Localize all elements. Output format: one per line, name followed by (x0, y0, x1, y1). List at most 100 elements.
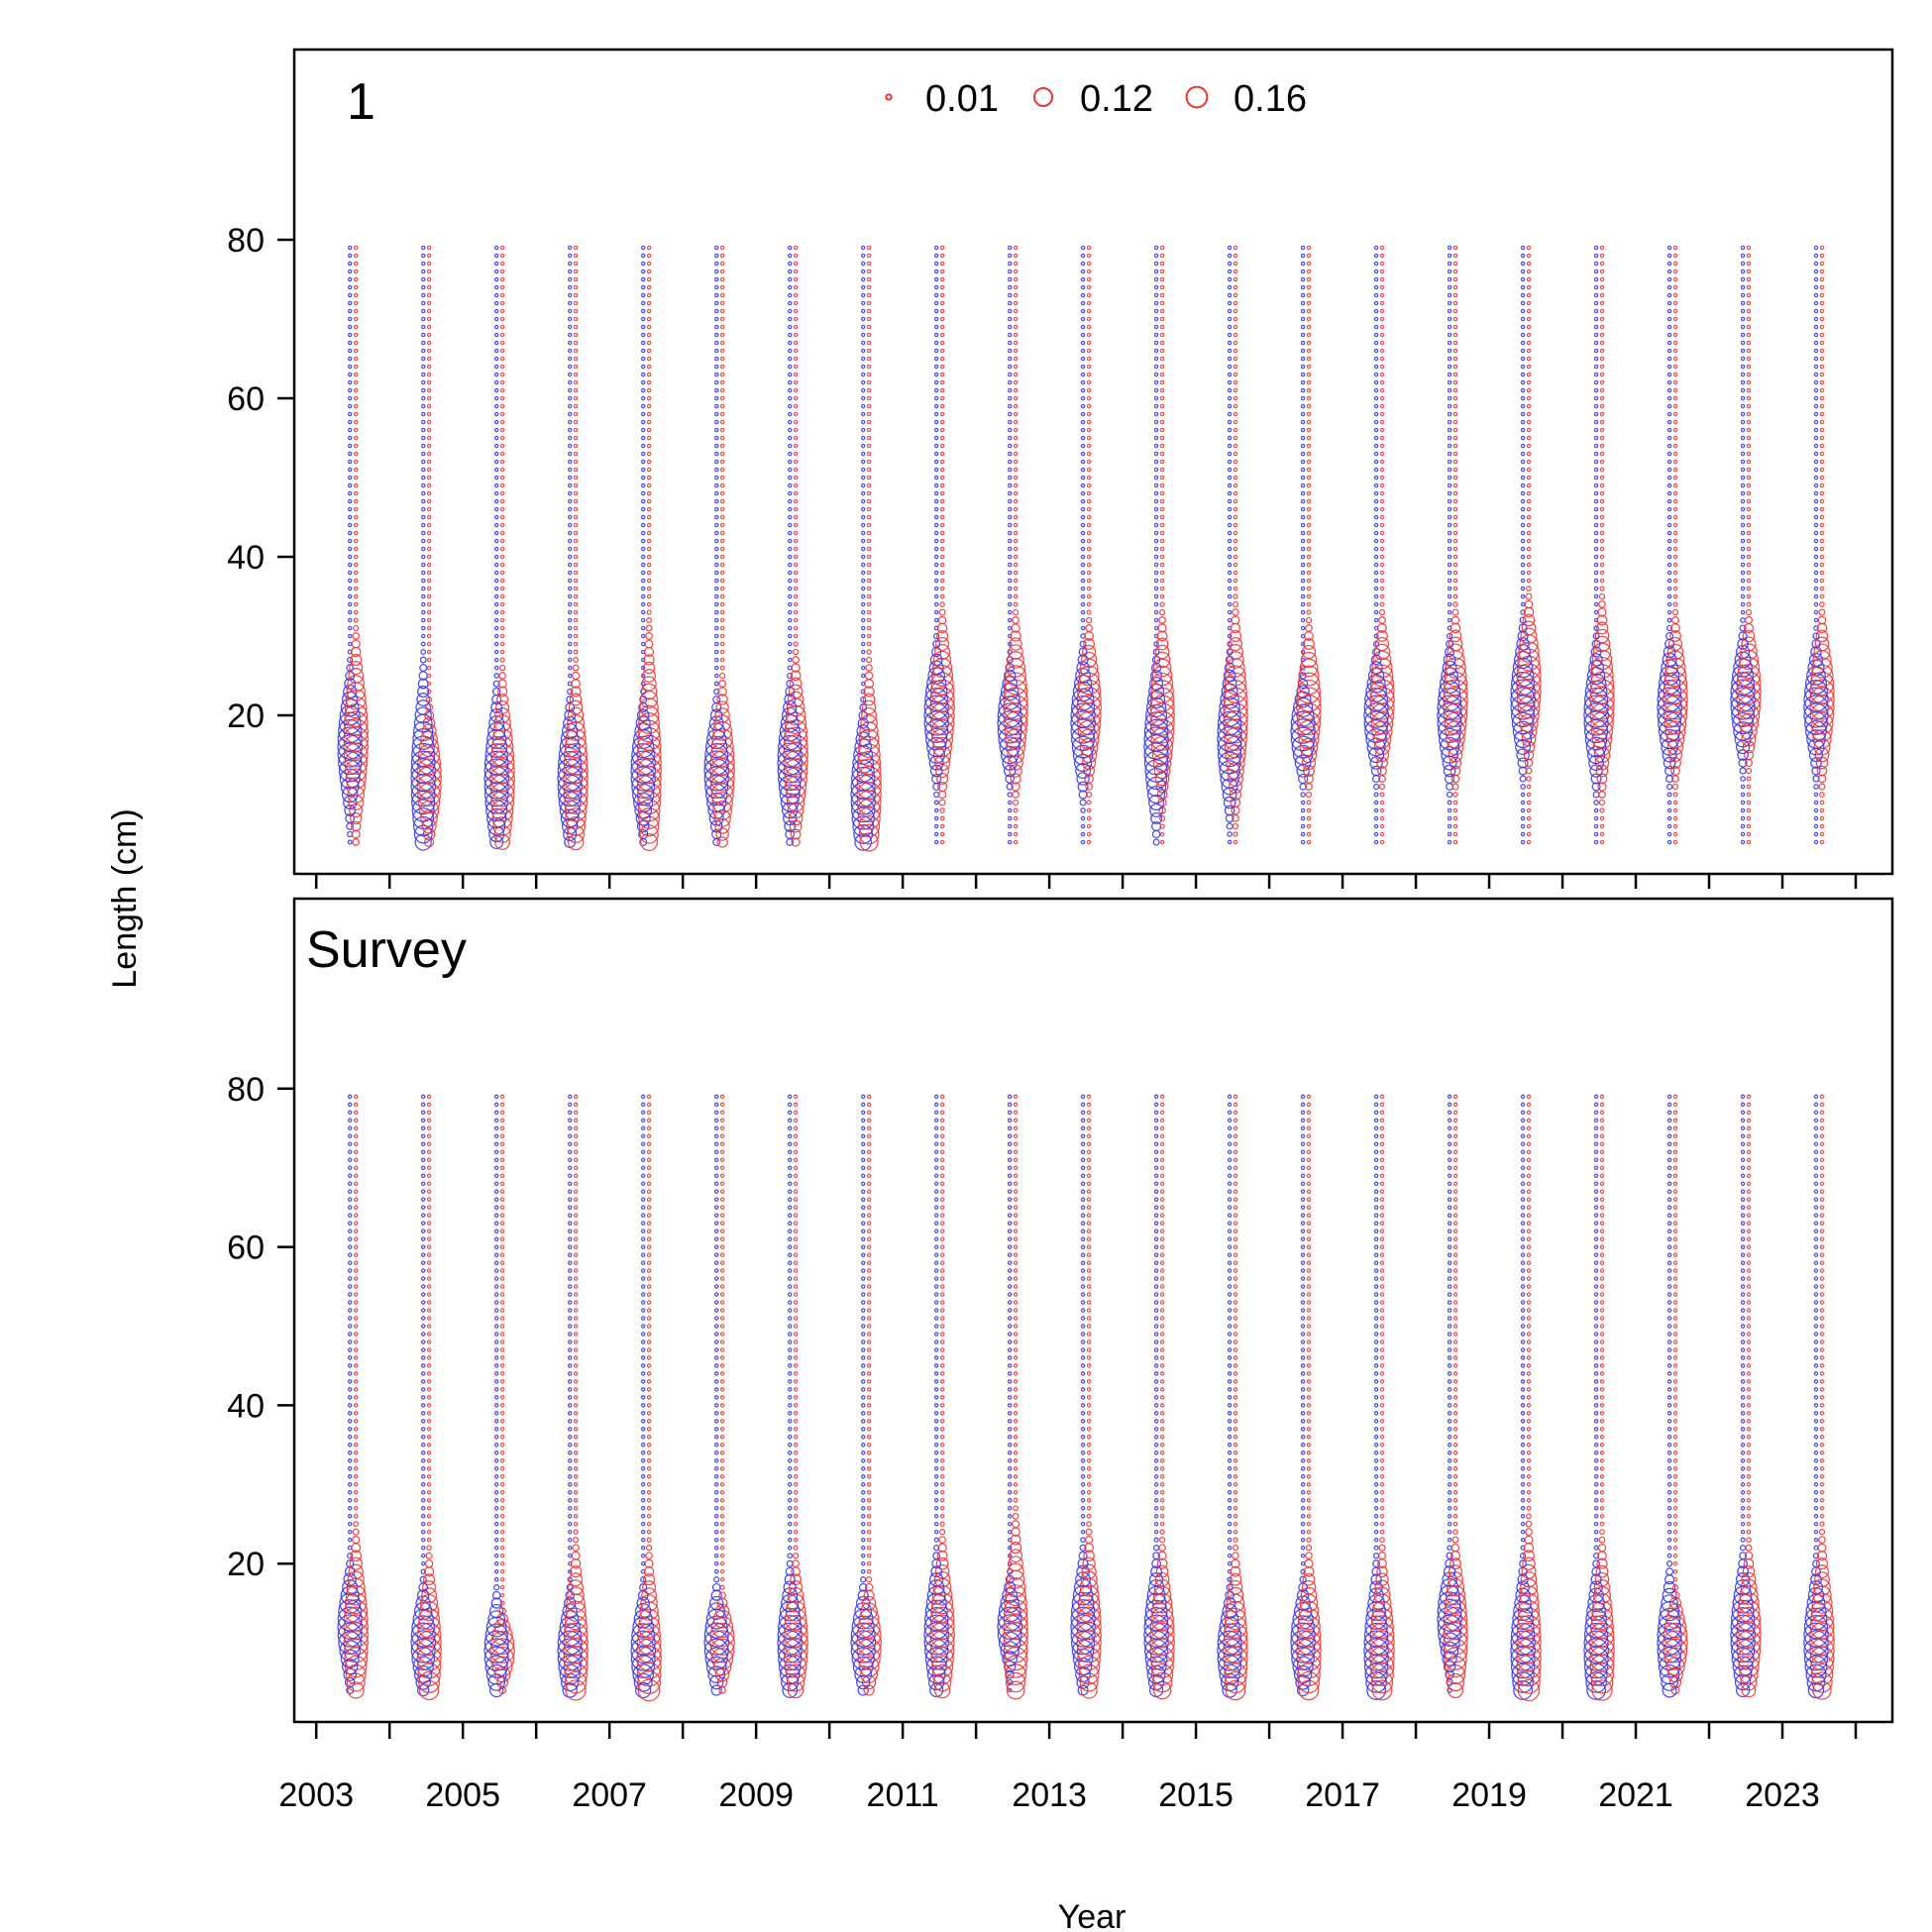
female-bubble (713, 1300, 719, 1305)
female-bubble (567, 1165, 573, 1170)
male-bubble (1526, 245, 1532, 251)
male-bubble (866, 1300, 872, 1305)
male-bubble (939, 586, 945, 591)
male-bubble (793, 261, 799, 267)
female-bubble (713, 1284, 719, 1289)
female-bubble (854, 1665, 873, 1683)
male-bubble (1012, 799, 1020, 806)
male-bubble (1010, 630, 1021, 642)
male-bubble (426, 562, 432, 568)
male-bubble (1158, 1537, 1166, 1544)
female-bubble (1665, 624, 1673, 632)
female-bubble (1007, 1419, 1013, 1424)
female-bubble (567, 657, 573, 663)
female-bubble (1080, 1094, 1086, 1100)
male-bubble (573, 546, 579, 552)
male-bubble (939, 1363, 945, 1368)
female-bubble (567, 1363, 573, 1368)
male-bubble (939, 1482, 945, 1487)
female-bubble (1813, 379, 1819, 385)
male-bubble (1452, 530, 1458, 536)
male-bubble (1013, 530, 1019, 536)
female-bubble (1373, 633, 1379, 639)
female-bubble (787, 483, 793, 488)
female-bubble (787, 419, 793, 425)
female-bubble (713, 554, 719, 560)
male-bubble (1159, 483, 1165, 488)
male-bubble (1086, 1268, 1092, 1273)
male-bubble (1306, 284, 1312, 290)
male-bubble (1379, 792, 1385, 798)
male-bubble (1013, 1260, 1019, 1265)
female-bubble (640, 467, 646, 473)
male-bubble (353, 1260, 359, 1265)
male-bubble (1013, 1126, 1019, 1130)
male-bubble (1086, 1371, 1092, 1376)
male-bubble (1157, 623, 1167, 633)
male-bubble (793, 300, 799, 306)
female-bubble (1447, 276, 1452, 282)
male-bubble (793, 1458, 799, 1463)
female-bubble (1666, 467, 1672, 473)
female-bubble (1666, 364, 1672, 370)
female-bubble (860, 1308, 866, 1313)
female-bubble (420, 467, 426, 473)
male-bubble (646, 1197, 652, 1202)
male-bubble (1526, 506, 1532, 512)
female-bubble (787, 633, 793, 639)
male-bubble (930, 719, 954, 743)
female-bubble (1007, 308, 1013, 314)
female-bubble (1666, 451, 1672, 457)
male-bubble (1086, 356, 1092, 362)
female-bubble (347, 308, 353, 314)
male-bubble (719, 1252, 725, 1257)
female-bubble (1153, 467, 1159, 473)
female-bubble (558, 743, 582, 767)
male-bubble (646, 1213, 652, 1218)
female-bubble (640, 625, 646, 631)
female-bubble (567, 459, 573, 465)
female-bubble (567, 261, 573, 267)
male-bubble (426, 427, 432, 433)
female-bubble (713, 1506, 719, 1511)
female-bubble (1813, 419, 1819, 425)
female-bubble (933, 1236, 939, 1241)
female-bubble (420, 324, 426, 330)
male-bubble (1526, 411, 1532, 417)
female-bubble (1143, 734, 1169, 760)
male-bubble (1452, 395, 1458, 401)
female-bubble (640, 514, 646, 520)
male-bubble (719, 451, 725, 457)
female-bubble (1517, 757, 1529, 769)
male-bubble (1819, 467, 1825, 473)
male-bubble (1159, 1450, 1165, 1455)
male-bubble (1746, 253, 1752, 259)
male-bubble (496, 1676, 509, 1688)
male-bubble (499, 1474, 505, 1479)
female-bubble (1007, 276, 1013, 282)
female-bubble (567, 514, 573, 520)
male-bubble (1086, 1260, 1092, 1265)
female-bubble (1519, 616, 1527, 624)
male-bubble (499, 1537, 505, 1543)
male-bubble (793, 348, 799, 354)
male-bubble (573, 411, 579, 417)
female-bubble (484, 743, 508, 767)
male-bubble (1233, 475, 1238, 481)
female-bubble (640, 1545, 646, 1551)
female-bubble (1666, 530, 1672, 536)
male-bubble (866, 593, 872, 599)
male-bubble (719, 308, 725, 314)
male-bubble (793, 1537, 799, 1543)
female-bubble (566, 1583, 574, 1591)
female-bubble (1007, 1292, 1013, 1297)
female-bubble (493, 586, 499, 591)
female-bubble (493, 490, 499, 496)
female-bubble (567, 292, 573, 298)
male-bubble (1013, 1308, 1019, 1313)
female-bubble (493, 1576, 499, 1582)
female-bubble (1294, 691, 1312, 708)
male-bubble (573, 633, 579, 639)
male-bubble (1150, 672, 1174, 696)
male-bubble (1150, 1663, 1174, 1686)
